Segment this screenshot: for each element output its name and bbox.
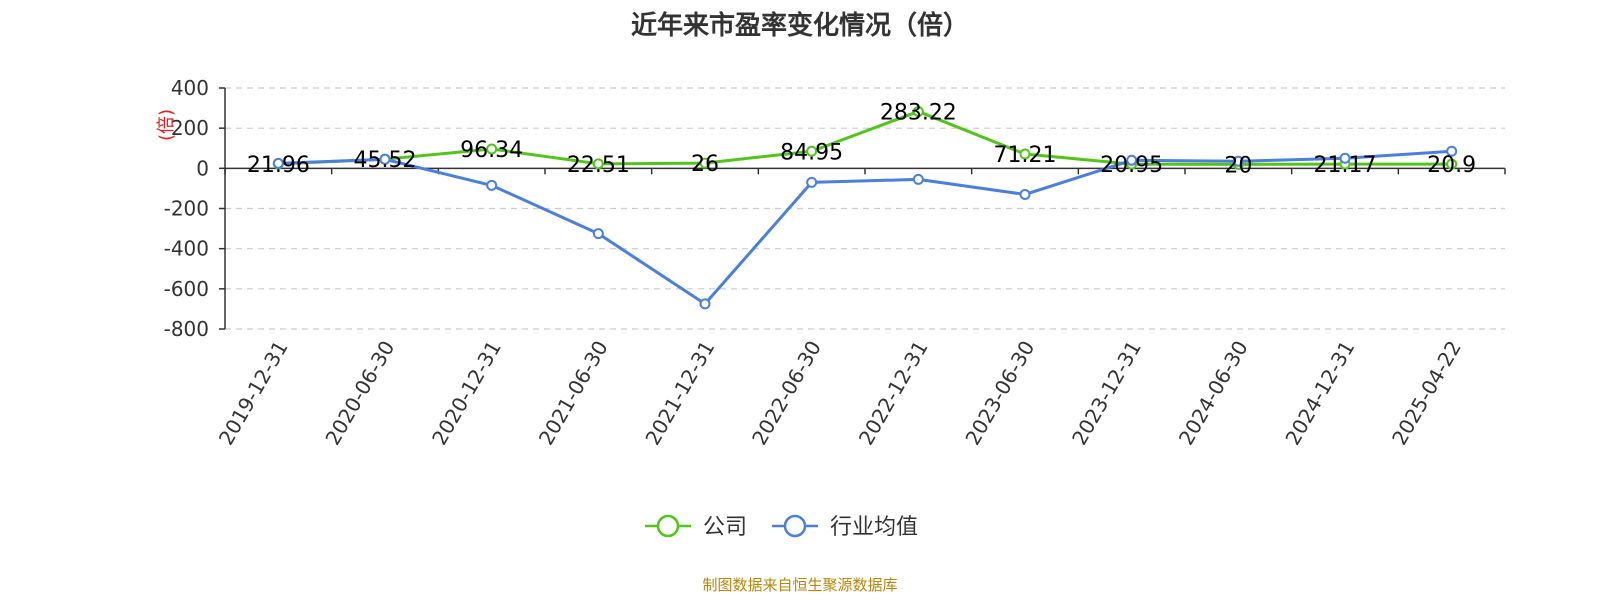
data-point (912, 105, 924, 117)
data-point (486, 143, 498, 155)
legend[interactable]: 公司 行业均值 (645, 514, 918, 540)
data-label: 21.17 (1314, 153, 1377, 178)
data-source-note: 制图数据来自恒生聚源数据库 (702, 576, 897, 594)
x-tick-label: 2022-12-31 (854, 336, 933, 449)
y-tick-label: -400 (164, 237, 209, 261)
data-labels: 21.96 45.52 96.34 22.51 26 84.95 283.22 71.21 20… (247, 100, 1476, 178)
data-point (806, 145, 818, 157)
series-line-industry (278, 149, 1452, 306)
data-point (379, 153, 391, 165)
data-point (699, 298, 711, 310)
data-point (592, 158, 604, 170)
series-lines (272, 105, 1458, 310)
legend-item-industry[interactable]: 行业均值 (772, 514, 918, 540)
data-point (486, 179, 498, 191)
data-label: 20.95 (1100, 153, 1163, 178)
data-label: 96.34 (460, 138, 523, 163)
data-point (1019, 148, 1031, 160)
x-tick-label: 2019-12-31 (214, 337, 293, 450)
series-line-company (278, 109, 1452, 166)
y-tick-label: 0 (196, 156, 209, 180)
y-tick-label: 400 (171, 76, 209, 100)
data-point (1339, 152, 1351, 164)
data-point (1232, 155, 1244, 167)
legend-marker-icon (783, 514, 807, 538)
x-tick-label: 2024-12-31 (1280, 337, 1359, 450)
data-point (592, 228, 604, 240)
data-label: 84.95 (780, 140, 843, 165)
data-point (806, 176, 818, 188)
y-axis-unit-label: (倍) (156, 109, 177, 141)
data-label: 20 (1224, 153, 1252, 178)
data-label: 283.22 (880, 100, 957, 125)
y-tick-label: -600 (164, 277, 209, 301)
y-tick-label: -800 (164, 317, 209, 341)
x-tick-label: 2022-06-30 (747, 337, 826, 450)
x-tick-label: 2020-12-31 (427, 336, 506, 449)
data-label: 26 (691, 152, 719, 177)
data-point (1019, 188, 1031, 200)
data-label: 21.96 (247, 153, 310, 178)
grid-lines (225, 87, 1505, 330)
data-point (912, 173, 924, 185)
x-tick-label: 2023-12-31 (1067, 337, 1146, 450)
data-point (272, 157, 284, 169)
x-tick-label: 2024-06-30 (1174, 337, 1253, 450)
data-label: 20.9 (1427, 153, 1476, 178)
x-tick-label: 2020-06-30 (320, 337, 399, 450)
legend-label: 行业均值 (830, 515, 918, 540)
legend-item-company[interactable]: 公司 (645, 514, 747, 540)
x-tick-label: 2025-04-22 (1387, 337, 1466, 450)
data-point (1446, 158, 1458, 170)
data-label: 22.51 (567, 153, 630, 178)
x-tick-label: 2023-06-30 (960, 337, 1039, 450)
x-tick-label: 2021-12-31 (640, 337, 719, 450)
y-tick-label: -200 (164, 197, 209, 221)
chart-title: 近年来市盈率变化情况（倍） (631, 10, 969, 41)
data-point (699, 157, 711, 169)
data-point (1126, 154, 1138, 166)
x-tick-label: 2021-06-30 (534, 337, 613, 450)
y-tick-label: 200 (171, 116, 209, 140)
data-label: 45.52 (354, 148, 417, 173)
data-point (1446, 145, 1458, 157)
legend-label: 公司 (703, 515, 747, 540)
data-label: 71.21 (994, 143, 1057, 168)
legend-marker-icon (656, 514, 680, 538)
